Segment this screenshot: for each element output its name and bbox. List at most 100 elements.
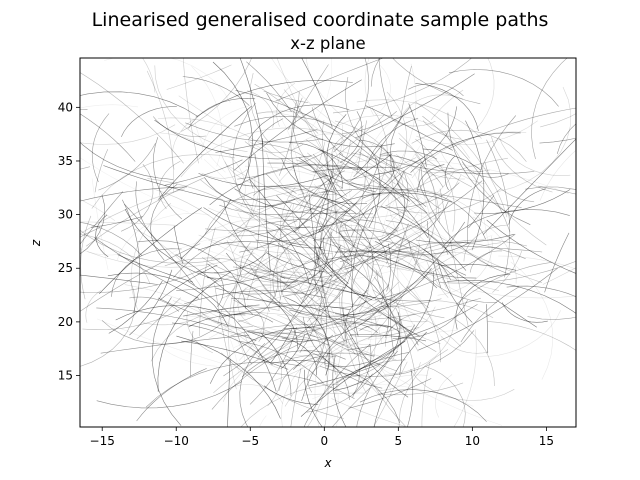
sample-path <box>333 322 379 334</box>
sample-path <box>277 314 325 346</box>
sample-path <box>314 161 350 242</box>
sample-path <box>418 267 558 351</box>
sample-path <box>171 118 195 170</box>
sample-path <box>237 212 339 298</box>
sample-path <box>186 311 214 354</box>
sample-path <box>411 131 527 179</box>
sample-path <box>271 300 397 372</box>
sample-path <box>182 58 199 164</box>
sample-path <box>440 263 517 271</box>
sample-path <box>469 250 503 273</box>
sample-path <box>410 370 515 401</box>
sample-path <box>287 64 329 130</box>
sample-path <box>256 112 340 165</box>
sample-path <box>201 105 249 160</box>
sample-path <box>491 136 553 193</box>
sample-path <box>122 199 141 313</box>
sample-path <box>222 321 239 373</box>
sample-path <box>111 248 182 297</box>
sample-path <box>381 198 421 238</box>
sample-path <box>305 58 333 135</box>
sample-path <box>160 264 218 301</box>
sample-path <box>166 64 232 90</box>
sample-path <box>406 286 441 363</box>
sample-path <box>176 335 281 419</box>
sample-path <box>456 319 495 387</box>
sample-path <box>160 132 210 150</box>
sample-path <box>339 295 404 317</box>
x-tick-label: −5 <box>241 434 259 448</box>
sample-path <box>297 183 324 239</box>
sample-path <box>290 368 302 427</box>
sample-path <box>385 188 502 214</box>
sample-path <box>124 209 217 281</box>
sample-path <box>240 242 251 278</box>
sample-path <box>538 185 576 195</box>
sample-path <box>203 159 301 276</box>
sample-path <box>213 315 360 394</box>
sample-path <box>426 260 449 298</box>
sample-path <box>265 252 327 273</box>
sample-path <box>318 115 385 170</box>
sample-path <box>179 219 265 279</box>
sample-path <box>418 229 457 261</box>
sample-path <box>334 234 493 283</box>
sample-path <box>201 168 248 179</box>
sample-path <box>167 235 312 256</box>
sample-path <box>188 314 246 328</box>
sample-path <box>416 120 538 146</box>
sample-path <box>143 321 188 326</box>
sample-path <box>152 116 207 137</box>
sample-path <box>201 270 361 294</box>
sample-path <box>320 216 336 273</box>
sample-path <box>147 178 260 223</box>
sample-path <box>376 270 437 352</box>
sample-path <box>334 114 470 159</box>
sample-path <box>124 284 249 338</box>
sample-path <box>497 86 572 193</box>
sample-path <box>103 165 224 201</box>
sample-path <box>80 265 211 293</box>
sample-path <box>235 90 376 161</box>
sample-path <box>80 274 158 285</box>
sample-path <box>339 111 363 164</box>
sample-path <box>254 269 353 320</box>
sample-path <box>318 231 353 312</box>
sample-path <box>278 355 337 391</box>
sample-path <box>146 70 175 193</box>
sample-path <box>305 58 345 118</box>
sample-path <box>276 204 292 300</box>
sample-path <box>447 279 576 314</box>
sample-path <box>556 123 576 154</box>
sample-path <box>485 162 535 203</box>
sample-path <box>399 138 473 188</box>
sample-path <box>330 348 339 427</box>
sample-path <box>96 307 257 341</box>
sample-path <box>227 359 231 427</box>
sample-path <box>80 72 184 164</box>
sample-path <box>251 274 345 343</box>
sample-path <box>234 188 351 214</box>
sample-path <box>356 99 482 139</box>
sample-path <box>237 125 364 180</box>
sample-path <box>358 139 395 168</box>
sample-path <box>85 290 102 323</box>
sample-path <box>198 234 303 248</box>
sample-path <box>448 69 559 107</box>
x-tick-label: 5 <box>395 434 403 448</box>
sample-path <box>389 215 452 297</box>
sample-path <box>220 352 344 419</box>
sample-path <box>215 244 342 295</box>
sample-path <box>239 342 266 427</box>
sample-path <box>282 260 365 297</box>
sample-path <box>331 284 390 309</box>
sample-path <box>385 313 416 347</box>
sample-path <box>94 237 200 299</box>
sample-path <box>361 206 447 254</box>
sample-path <box>352 250 426 279</box>
sample-path <box>397 201 449 249</box>
sample-path <box>281 334 305 369</box>
sample-path <box>278 149 325 183</box>
sample-path <box>321 187 389 193</box>
y-axis-ticks: 15 20 25 30 35 40 <box>58 100 80 383</box>
